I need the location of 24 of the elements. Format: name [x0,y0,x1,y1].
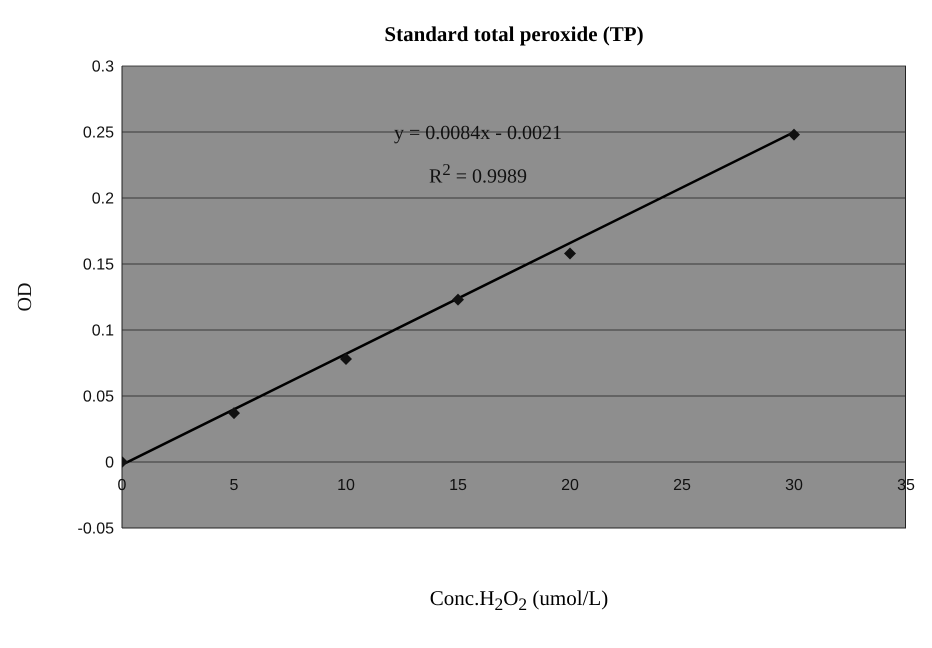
y-tick-label: 0.1 [92,322,114,340]
y-tick-label: -0.05 [78,520,114,538]
x-tick-label: 30 [785,477,803,494]
point [452,294,464,306]
x-tick-label: 25 [673,477,691,494]
point [564,247,576,260]
y-tick-label: 0.05 [82,388,114,406]
x-tick-label: 15 [449,477,467,494]
y-axis-title: OD [14,282,36,312]
point [340,353,352,366]
y-tick-label: 0.15 [82,256,114,274]
y-tick-label: 0 [105,454,114,472]
chart-title: Standard total peroxide (TP) [383,21,645,48]
point [228,407,240,420]
y-tick-label: 0.25 [82,124,114,142]
y-tick-label: 0.2 [92,190,114,208]
x-tick-label: 20 [561,477,579,494]
point [788,128,800,141]
annotation: R$^{2}$ = 0.9989 [428,160,528,189]
y-tick-label: 0.3 [92,58,114,76]
x-tick-label: 5 [230,477,239,494]
x-tick-label: 10 [337,477,355,494]
x-axis-title: Conc.H$_{2}$O$_{2}$ (umol/L) [428,586,610,616]
x-tick-label: 0 [118,477,127,494]
